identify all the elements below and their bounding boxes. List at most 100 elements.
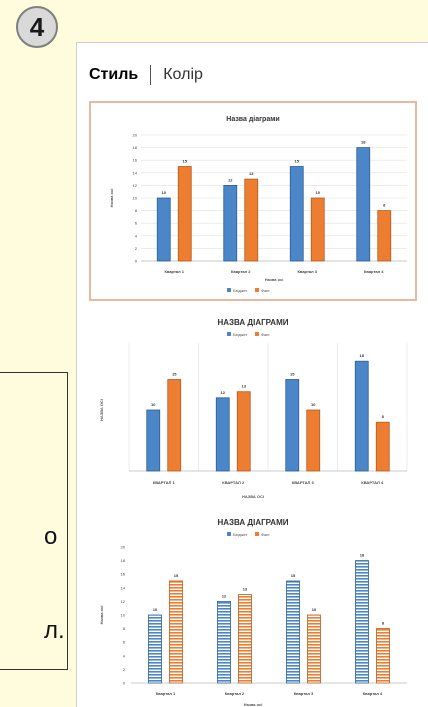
chart-style-preview-1: Назва діаграми Бюджет Факт 0 2 4 6 8 10 12 14 16 18 2… [109, 115, 407, 293]
bar-series-2 [244, 178, 259, 262]
y-tick-label: 4 [123, 653, 126, 658]
bar-series-2 [177, 166, 192, 262]
bar-series-2 [238, 594, 252, 684]
legend-swatch-series-2 [255, 532, 259, 536]
data-label: 12 [222, 593, 227, 598]
data-label: 18 [360, 353, 365, 358]
y-tick-label: 10 [121, 613, 126, 618]
y-axis-title: НАЗВА ОСІ [99, 399, 104, 421]
tab-divider [150, 65, 152, 85]
legend-label-series-1: Бюджет [233, 332, 248, 337]
legend-swatch-series-2 [255, 332, 259, 336]
legend-label-series-2: Факт [261, 288, 270, 293]
chart-styles-pane: Стиль Колір Назва діаграми Бюджет Факт 0 2 4 6… [76, 42, 428, 707]
data-label: 15 [172, 372, 177, 377]
data-label: 15 [290, 372, 295, 377]
x-category-label: КВАРТАЛ 4 [361, 480, 384, 485]
legend-swatch-series-1 [227, 332, 231, 336]
chart-style-option-3[interactable]: НАЗВА ДІАГРАМИ Бюджет Факт 0 2 4 6 8 10 12 14 16 18 2… [89, 515, 417, 707]
y-tick-label: 8 [123, 626, 126, 631]
x-category-label: КВАРТАЛ 1 [153, 480, 176, 485]
x-category-label: Квартал 3 [297, 269, 317, 274]
y-tick-label: 0 [135, 259, 138, 264]
bar-series-1 [286, 580, 300, 684]
chart-style-preview-3: НАЗВА ДІАГРАМИ Бюджет Факт 0 2 4 6 8 10 12 14 16 18 2… [99, 518, 407, 707]
chart-style-option-2[interactable]: НАЗВА ДІАГРАМИ Бюджет Факт 10 15 КВАРТАЛ 1 12 1… [89, 311, 417, 507]
y-tick-label: 16 [121, 572, 126, 577]
y-tick-label: 2 [123, 667, 126, 672]
y-tick-label: 16 [133, 158, 138, 163]
bar-series-2 [167, 379, 182, 472]
data-label: 8 [383, 203, 386, 208]
x-category-label: Квартал 3 [294, 691, 314, 696]
bar-series-1 [223, 185, 238, 262]
y-tick-label: 2 [135, 246, 138, 251]
chart-title: НАЗВА ДІАГРАМИ [217, 318, 288, 327]
bar-series-1 [289, 166, 304, 262]
data-label: 10 [316, 190, 321, 195]
legend-label-series-2: Факт [261, 332, 270, 337]
data-label: 13 [249, 171, 254, 176]
bar-series-2 [375, 421, 390, 472]
bar-series-1 [285, 379, 300, 472]
y-tick-label: 14 [121, 585, 126, 590]
legend-label-series-2: Факт [261, 532, 270, 537]
x-category-label: КВАРТАЛ 3 [292, 480, 315, 485]
tab-color[interactable]: Колір [163, 66, 203, 83]
legend-swatch-series-1 [227, 288, 231, 292]
bar-series-1 [215, 397, 230, 472]
bar-series-1 [217, 601, 231, 684]
data-label: 15 [295, 159, 300, 164]
tab-style[interactable]: Стиль [89, 66, 139, 83]
data-label: 15 [183, 159, 188, 164]
data-label: 13 [243, 587, 248, 592]
data-label: 10 [153, 607, 158, 612]
y-tick-label: 8 [135, 208, 138, 213]
y-tick-label: 6 [135, 221, 138, 226]
x-category-label: КВАРТАЛ 2 [222, 480, 245, 485]
y-tick-label: 6 [123, 640, 126, 645]
bar-series-2 [169, 580, 183, 684]
chart-style-option-1[interactable]: Назва діаграми Бюджет Факт 0 2 4 6 8 10 12 14 16 18 2… [89, 101, 417, 301]
y-axis-title: Назва осі [99, 606, 104, 625]
data-label: 18 [360, 553, 365, 558]
bar-series-2 [306, 409, 321, 472]
data-label: 10 [151, 402, 156, 407]
data-label: 10 [312, 607, 317, 612]
data-label: 12 [228, 177, 233, 182]
y-tick-label: 20 [133, 133, 138, 138]
bar-series-1 [156, 197, 171, 262]
bar-series-1 [356, 147, 371, 262]
instruction-box: о л. [0, 372, 68, 670]
y-tick-label: 0 [123, 681, 126, 686]
x-axis-title: Назва осі [265, 277, 284, 282]
y-tick-label: 10 [133, 196, 138, 201]
x-axis-title: Назва осі [244, 702, 263, 707]
bar-series-2 [377, 210, 392, 262]
data-label: 10 [162, 190, 167, 195]
x-axis-title: НАЗВА ОСІ [242, 494, 264, 499]
x-category-label: Квартал 1 [164, 269, 184, 274]
data-label: 12 [221, 390, 226, 395]
y-tick-label: 12 [133, 183, 138, 188]
chart-style-preview-2: НАЗВА ДІАГРАМИ Бюджет Факт 10 15 КВАРТАЛ 1 12 1… [99, 318, 408, 499]
data-label: 15 [174, 573, 179, 578]
bar-series-2 [236, 391, 251, 472]
legend-swatch-series-1 [227, 532, 231, 536]
y-tick-label: 18 [121, 558, 126, 563]
x-category-label: Квартал 2 [231, 269, 251, 274]
legend-label-series-1: Бюджет [233, 288, 248, 293]
step-number-badge: 4 [16, 6, 58, 48]
bar-series-1 [148, 614, 162, 684]
instruction-text-fragment: о [44, 523, 58, 550]
y-tick-label: 14 [133, 170, 138, 175]
legend-label-series-1: Бюджет [233, 532, 248, 537]
data-label: 13 [242, 384, 247, 389]
y-tick-label: 20 [121, 545, 126, 550]
data-label: 15 [291, 573, 296, 578]
x-category-label: Квартал 4 [363, 691, 383, 696]
bar-series-1 [355, 560, 369, 684]
bar-series-2 [307, 614, 321, 684]
bar-series-2 [310, 197, 325, 262]
bar-series-2 [376, 628, 390, 684]
